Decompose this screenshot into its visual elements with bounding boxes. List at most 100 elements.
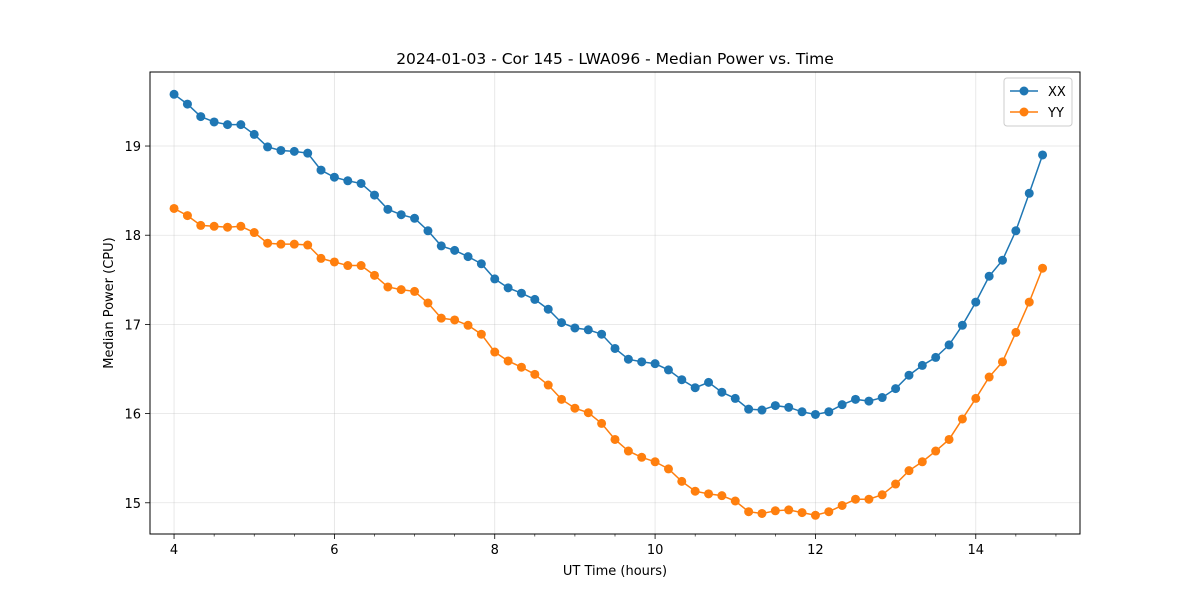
data-point-xx	[356, 178, 366, 188]
data-point-yy	[757, 508, 767, 518]
y-axis: 15 16 17 18 19	[124, 140, 150, 512]
data-point-yy	[503, 356, 513, 366]
data-point-xx	[263, 142, 273, 152]
data-point-yy	[610, 434, 620, 444]
data-point-xx	[730, 393, 740, 403]
data-point-yy	[249, 228, 259, 238]
data-point-xx	[744, 404, 754, 414]
data-point-xx	[1011, 226, 1021, 236]
x-tick-label: 14	[968, 543, 985, 558]
data-point-yy	[289, 239, 299, 249]
data-point-yy	[209, 221, 219, 231]
data-point-xx	[610, 343, 620, 353]
data-point-xx	[663, 365, 673, 375]
data-point-yy	[770, 506, 780, 516]
data-point-yy	[637, 452, 647, 462]
data-point-xx	[182, 99, 192, 109]
data-point-yy	[557, 394, 567, 404]
data-point-xx	[223, 120, 233, 130]
data-point-yy	[864, 494, 874, 504]
data-point-xx	[583, 325, 593, 335]
data-point-yy	[169, 203, 179, 213]
data-point-yy	[383, 282, 393, 292]
data-point-xx	[944, 340, 954, 350]
data-point-xx	[423, 226, 433, 236]
data-point-yy	[704, 489, 714, 499]
data-point-xx	[864, 396, 874, 406]
data-point-yy	[837, 500, 847, 510]
data-point-yy	[583, 408, 593, 418]
data-point-yy	[182, 211, 192, 221]
data-point-yy	[663, 464, 673, 474]
data-point-yy	[690, 486, 700, 496]
plot-area-frame	[149, 71, 1081, 535]
data-point-yy	[744, 507, 754, 517]
data-point-yy	[931, 446, 941, 456]
data-point-xx	[530, 294, 540, 304]
data-point-xx	[236, 120, 246, 130]
data-point-xx	[169, 89, 179, 99]
x-axis: 4 6 8 10 12 14	[170, 534, 1057, 558]
data-point-yy	[971, 393, 981, 403]
data-point-xx	[196, 112, 206, 122]
chart-title: 2024-01-03 - Cor 145 - LWA096 - Median P…	[396, 50, 834, 68]
data-point-xx	[957, 320, 967, 330]
data-point-yy	[677, 476, 687, 486]
data-point-xx	[997, 255, 1007, 265]
data-point-yy	[623, 446, 633, 456]
data-point-yy	[797, 508, 807, 518]
data-point-xx	[770, 401, 780, 411]
data-point-xx	[690, 383, 700, 393]
data-point-yy	[984, 372, 994, 382]
data-point-xx	[971, 297, 981, 307]
legend: XX YY	[1003, 77, 1073, 127]
data-point-xx	[276, 145, 286, 155]
data-point-yy	[343, 261, 353, 271]
data-point-yy	[851, 494, 861, 504]
data-point-yy	[316, 253, 326, 263]
data-point-xx	[543, 304, 553, 314]
data-point-yy	[1024, 297, 1034, 307]
data-point-yy	[570, 403, 580, 413]
data-point-xx	[476, 259, 486, 269]
data-point-xx	[516, 288, 526, 298]
data-point-xx	[904, 370, 914, 380]
data-point-yy	[410, 286, 420, 296]
data-point-yy	[450, 315, 460, 325]
legend-marker-xx	[1019, 86, 1029, 96]
x-tick-label: 8	[491, 543, 499, 558]
y-axis-label: Median Power (CPU)	[102, 237, 117, 368]
data-point-xx	[810, 409, 820, 419]
data-point-xx	[650, 359, 660, 369]
data-point-xx	[557, 318, 567, 328]
data-point-xx	[463, 252, 473, 262]
data-point-yy	[476, 329, 486, 339]
data-point-yy	[543, 380, 553, 390]
data-point-yy	[717, 491, 727, 501]
data-point-yy	[1038, 263, 1048, 273]
data-point-yy	[944, 434, 954, 444]
series-yy	[169, 203, 1048, 520]
data-point-yy	[263, 238, 273, 248]
data-point-yy	[196, 220, 206, 230]
data-point-yy	[356, 261, 366, 271]
data-point-yy	[997, 357, 1007, 367]
data-point-xx	[891, 384, 901, 394]
data-point-yy	[957, 414, 967, 424]
data-point-yy	[824, 507, 834, 517]
data-point-xx	[797, 407, 807, 417]
data-point-xx	[1038, 150, 1048, 160]
x-tick-label: 6	[330, 543, 338, 558]
data-point-xx	[343, 176, 353, 186]
data-point-yy	[303, 240, 313, 250]
data-point-yy	[490, 347, 500, 357]
data-point-xx	[837, 400, 847, 410]
data-point-xx	[623, 354, 633, 364]
data-point-yy	[276, 239, 286, 249]
data-point-xx	[677, 375, 687, 385]
y-tick-label: 17	[124, 318, 141, 333]
data-point-xx	[931, 352, 941, 362]
data-point-xx	[824, 407, 834, 417]
data-point-yy	[223, 222, 233, 232]
data-point-yy	[530, 369, 540, 379]
